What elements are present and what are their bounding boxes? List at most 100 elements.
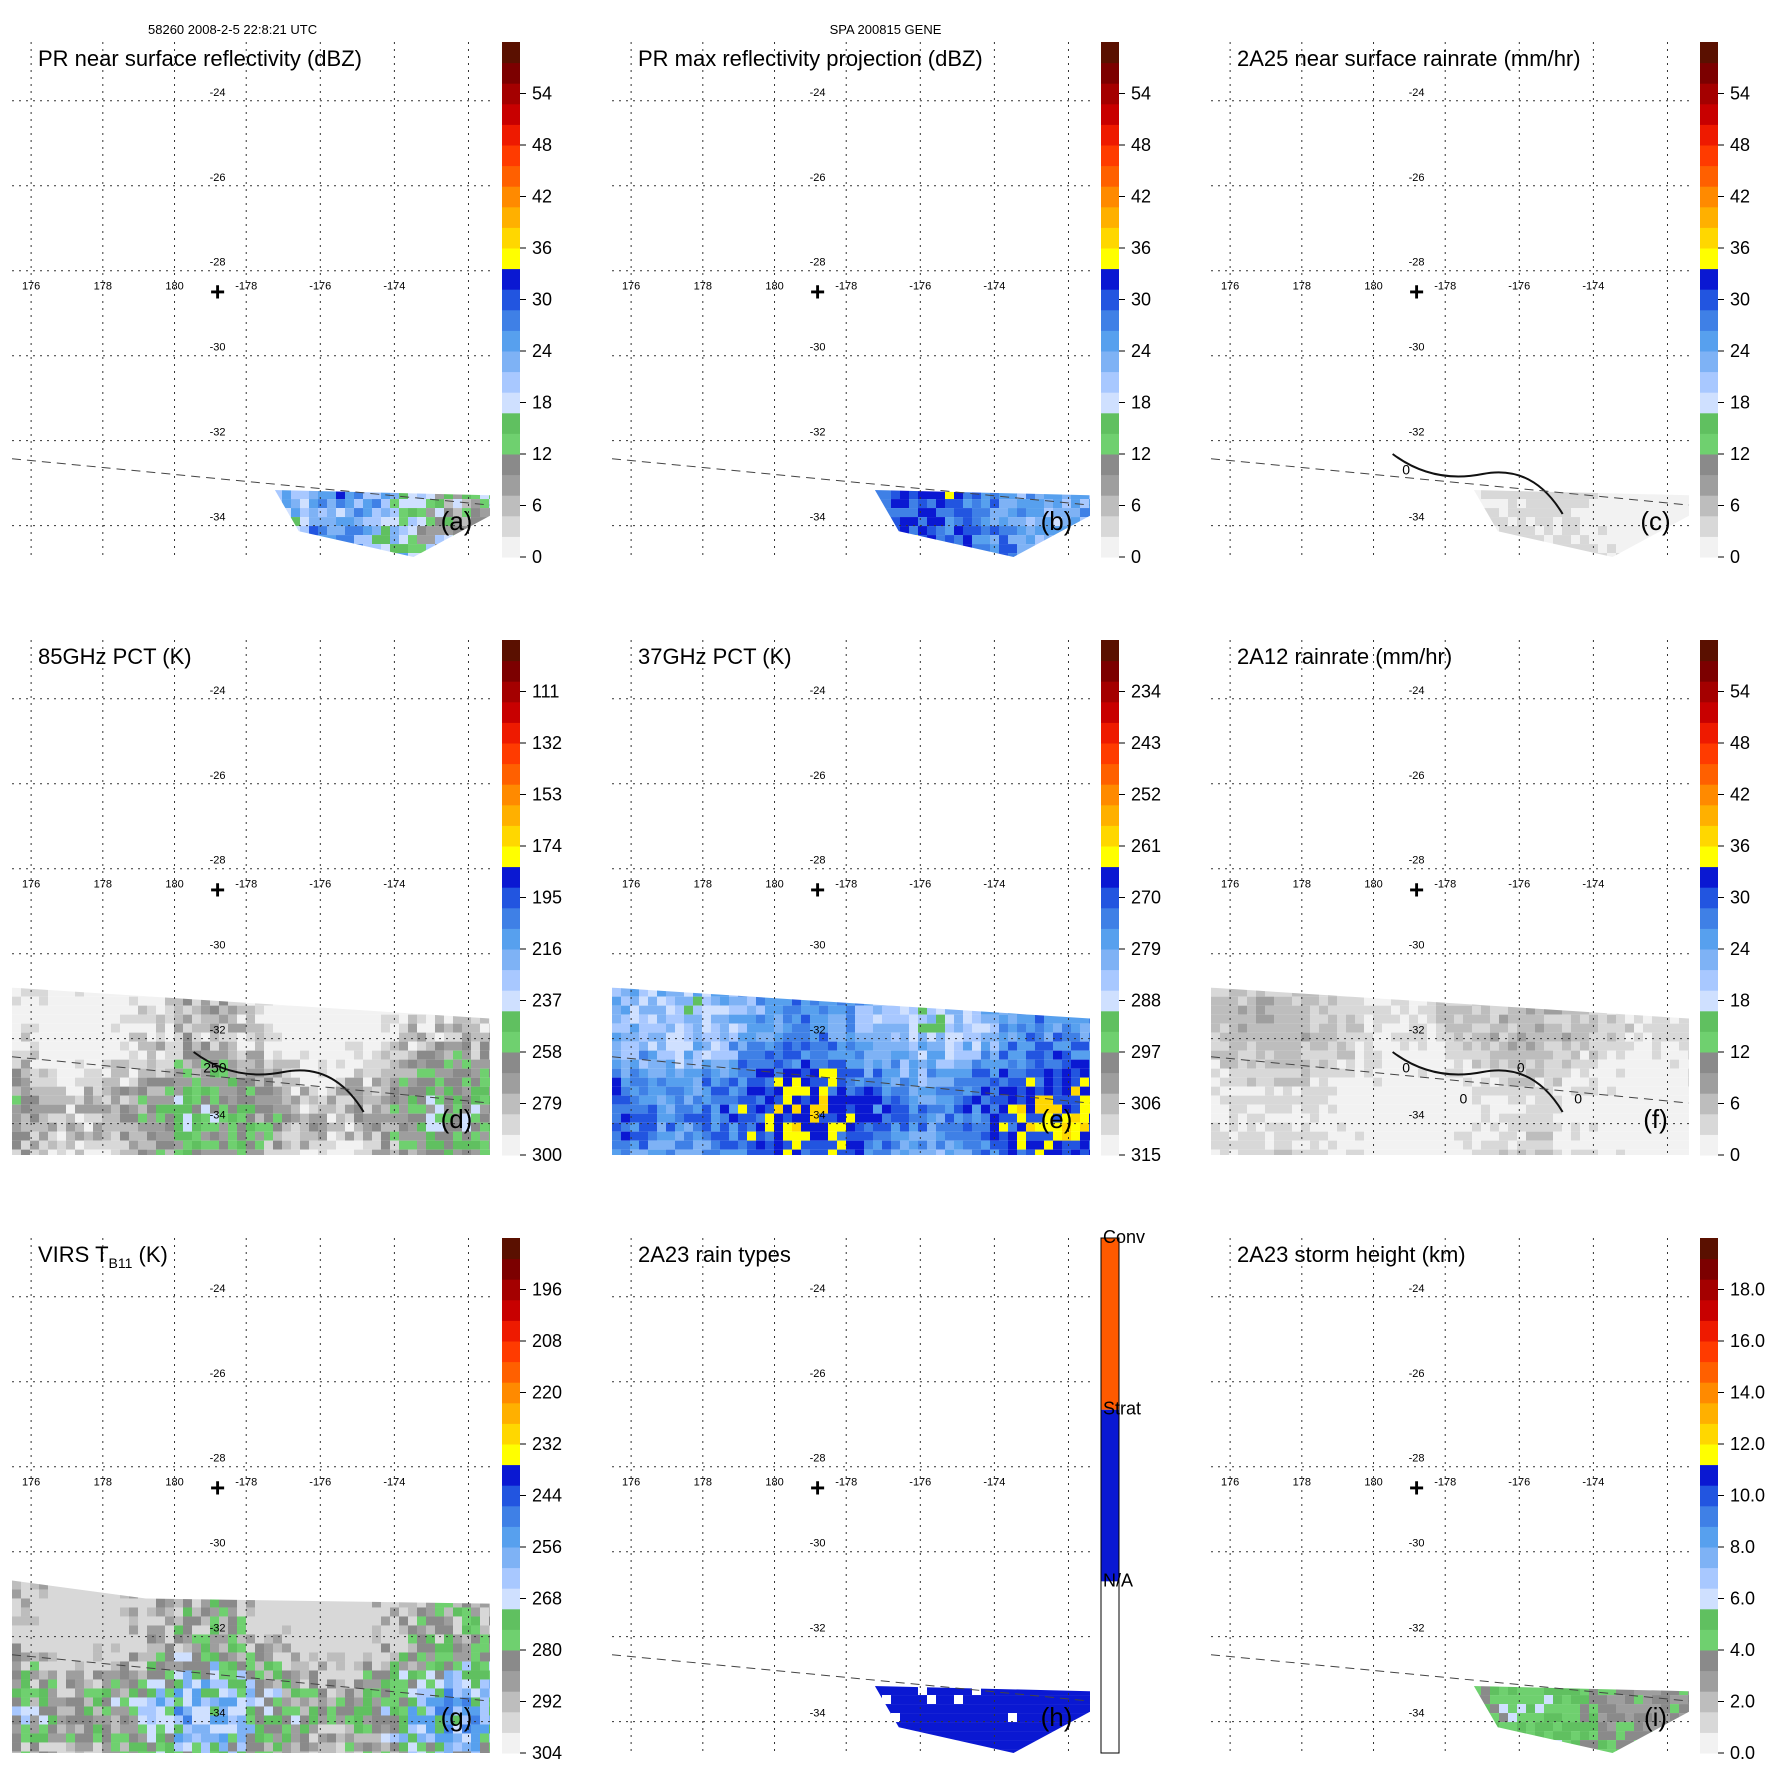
data-cell [828,996,837,1006]
data-cell [1355,1023,1364,1033]
data-cell [1472,996,1481,1006]
data-cell [1283,1122,1292,1132]
data-cell [648,1131,657,1141]
data-cell [1256,1041,1265,1051]
data-cell [1062,490,1071,500]
data-cell [462,1140,471,1150]
data-cell [711,1140,720,1150]
data-cell [1544,1059,1553,1069]
data-cell [1490,1023,1499,1033]
data-cell [657,553,666,562]
data-cell [1625,1149,1634,1155]
data-cell [639,553,648,562]
colorbar-segment [502,103,520,125]
data-cell [57,1068,66,1078]
data-cell [1391,535,1400,544]
data-cell [1409,1122,1418,1132]
data-cell [30,1122,39,1132]
data-cell [1445,996,1454,1006]
data-cell [792,1113,801,1123]
data-cell [1229,1095,1238,1105]
data-cell [1044,1014,1053,1024]
data-cell [837,1014,846,1024]
data-cell [1670,1113,1679,1123]
data-cell [93,499,102,508]
data-cell [489,1041,490,1051]
data-cell [1499,553,1508,557]
colorbar-tick-label: 0 [532,547,542,567]
data-cell [1409,1140,1418,1150]
data-cell [1319,1131,1328,1141]
data-cell [720,1140,729,1150]
data-cell [1679,553,1688,557]
data-cell [120,1023,129,1033]
data-cell [918,517,927,527]
data-cell [810,544,819,553]
data-cell [1436,987,1445,997]
data-cell [1634,1104,1643,1114]
data-cell [1328,535,1337,544]
data-cell [702,1041,711,1051]
data-cell [1220,490,1229,499]
data-cell [1580,526,1589,536]
data-cell [621,996,630,1006]
data-cell [138,544,147,553]
data-cell [1598,490,1607,500]
data-cell [1571,1068,1580,1078]
data-cell [274,517,282,527]
data-cell [765,1104,774,1114]
data-cell [783,1032,792,1042]
data-cell [138,1032,147,1042]
data-cell [756,508,765,517]
data-cell [192,1122,201,1132]
data-cell [1301,1005,1310,1015]
data-cell [1274,499,1283,508]
data-cell [1679,1050,1688,1060]
data-cell [1517,490,1526,500]
data-cell [1044,490,1053,500]
data-cell [864,987,873,997]
data-cell [1220,1032,1229,1042]
colorbar-segment [502,660,520,682]
data-cell [1571,1014,1580,1024]
colorbar-segment [502,330,520,352]
data-cell [720,1023,729,1033]
data-cell [621,1068,630,1078]
data-cell [720,1041,729,1051]
data-cell [120,1032,129,1042]
data-cell [874,553,882,557]
lon-label: -176 [309,879,331,891]
data-cell [426,490,435,500]
contour-line [1392,1051,1564,1113]
data-cell [810,526,819,535]
data-cell [1062,1014,1071,1024]
data-cell [1337,1023,1346,1033]
data-cell [918,1041,927,1051]
data-cell [363,1598,372,1608]
data-cell [210,526,219,535]
data-cell [963,1104,972,1114]
data-cell [1463,1095,1472,1105]
data-cell [147,517,156,526]
data-cell [489,544,490,554]
data-cell [1265,517,1274,526]
data-cell [264,544,273,553]
data-cell [192,553,201,562]
data-cell [1274,1095,1283,1105]
data-cell [675,1077,684,1087]
data-cell [147,499,156,508]
data-cell [1035,987,1044,997]
data-cell [1071,1059,1080,1069]
data-cell [1661,553,1670,557]
data-cell [1328,553,1337,562]
data-cell [111,526,120,535]
data-cell [684,1050,693,1060]
data-cell [1220,517,1229,526]
data-cell [138,1149,147,1155]
lat-label: -32 [810,427,826,439]
colorbar-segment [1101,227,1119,249]
data-cell [1571,996,1580,1006]
data-cell [1301,1032,1310,1042]
data-cell [39,1041,48,1051]
data-cell [12,1032,21,1042]
